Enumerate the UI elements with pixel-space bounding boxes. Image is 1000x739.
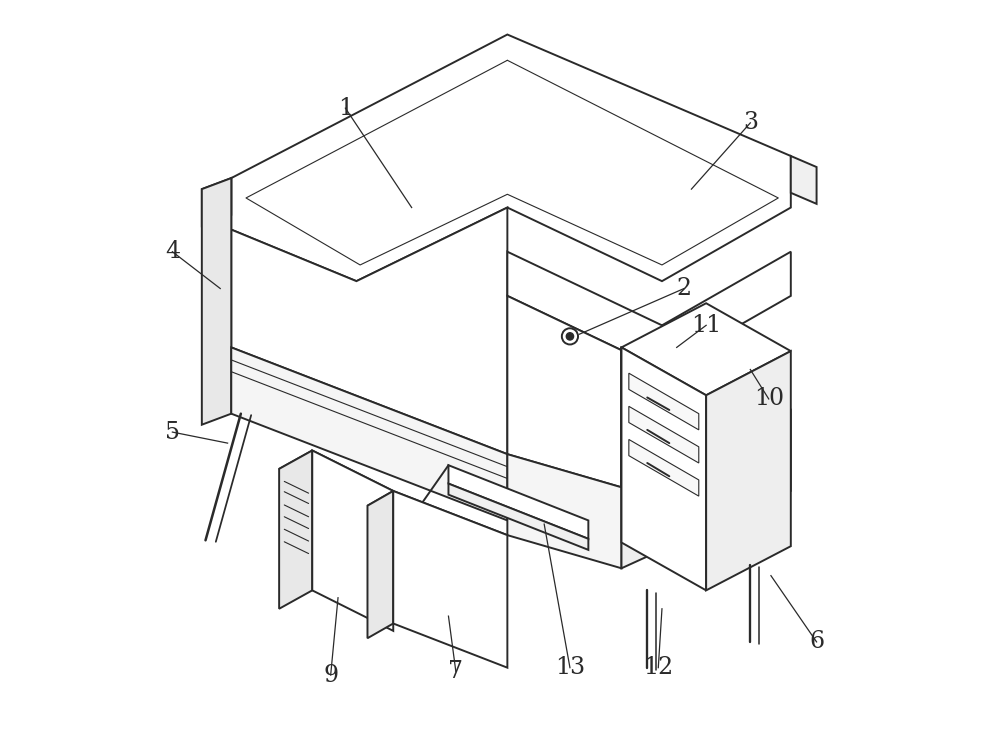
Text: 4: 4 [165,240,180,263]
Circle shape [566,333,574,340]
Text: 13: 13 [555,656,585,679]
Text: 12: 12 [643,656,673,679]
Polygon shape [312,451,393,631]
Polygon shape [367,491,507,550]
Text: 9: 9 [323,664,338,687]
Polygon shape [393,491,507,667]
Polygon shape [621,303,791,395]
Polygon shape [507,454,621,568]
Polygon shape [279,451,312,609]
Polygon shape [231,208,507,454]
Polygon shape [231,35,791,281]
Polygon shape [791,156,817,204]
Text: 11: 11 [691,314,721,337]
Polygon shape [621,410,791,568]
Polygon shape [448,466,588,539]
Polygon shape [202,178,231,226]
Polygon shape [629,373,699,430]
Polygon shape [621,347,706,590]
Polygon shape [202,178,231,425]
Text: 3: 3 [743,112,758,134]
Polygon shape [367,491,393,638]
Text: 2: 2 [676,277,692,300]
Polygon shape [507,296,662,487]
Polygon shape [279,451,393,509]
Polygon shape [507,252,791,370]
Text: 6: 6 [809,630,824,653]
Polygon shape [448,483,588,550]
Text: 10: 10 [754,387,784,410]
Polygon shape [629,440,699,496]
Text: 5: 5 [165,420,180,443]
Text: 7: 7 [448,660,463,683]
Polygon shape [629,406,699,463]
Polygon shape [706,351,791,590]
Polygon shape [231,347,507,520]
Text: 1: 1 [338,97,353,120]
